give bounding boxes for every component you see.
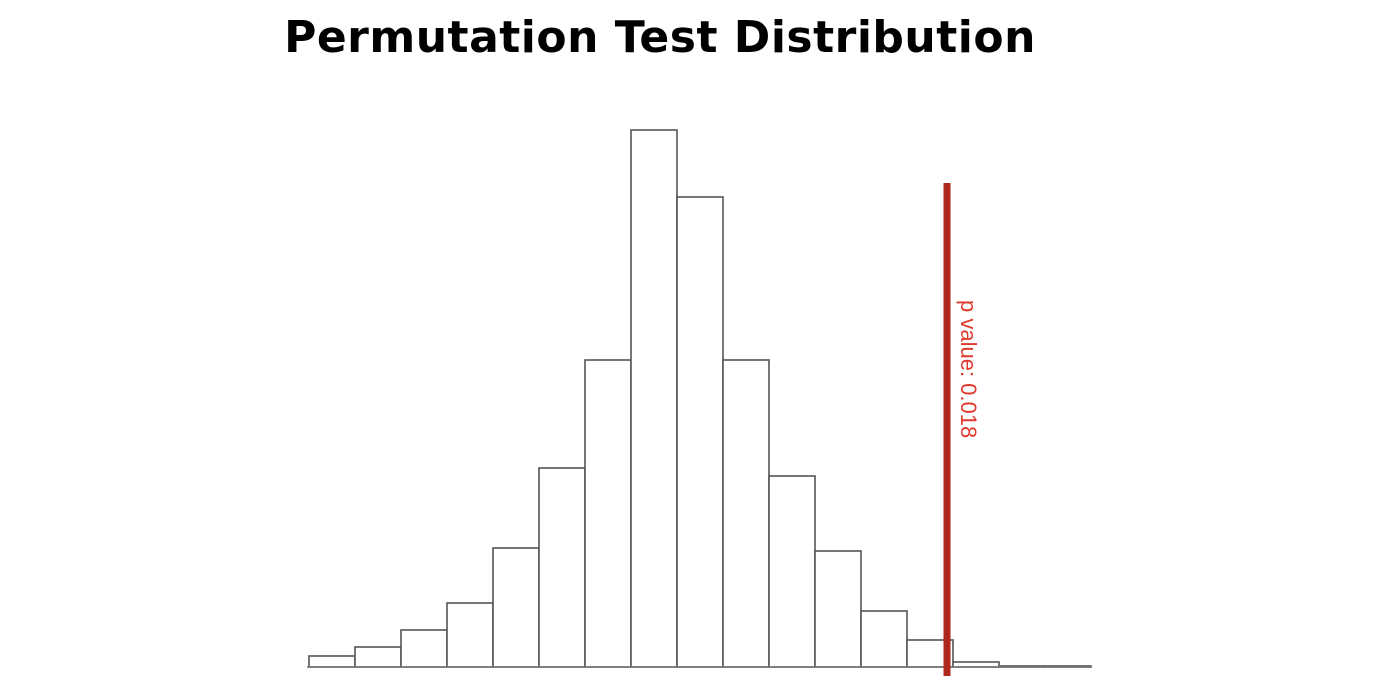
histogram-bar	[584, 359, 632, 668]
histogram-bar	[400, 629, 448, 668]
histogram-bar	[814, 550, 862, 668]
histogram-bar	[768, 475, 816, 668]
histogram-bar	[354, 646, 402, 668]
histogram-bar	[308, 655, 356, 668]
histogram-bar	[446, 602, 494, 668]
histogram-bar	[492, 547, 540, 668]
histogram-bar	[860, 610, 908, 668]
histogram-bar	[676, 196, 724, 668]
chart-title: Permutation Test Distribution	[284, 12, 1036, 63]
histogram-bar	[722, 359, 770, 668]
p-value-label: p value: 0.018	[956, 300, 982, 439]
histogram-bar	[538, 467, 586, 668]
histogram-bar	[630, 129, 678, 668]
